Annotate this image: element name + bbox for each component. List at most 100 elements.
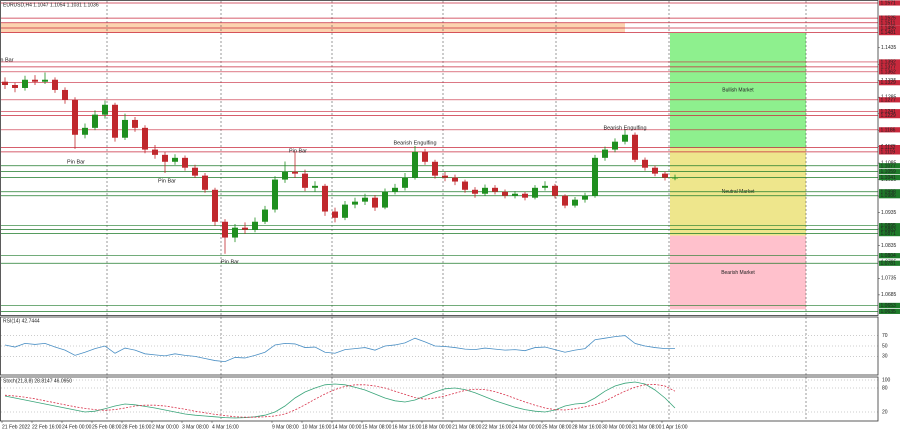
resistance-tag	[879, 59, 900, 65]
candle-body	[262, 209, 268, 222]
support-label: 1.0635	[881, 309, 897, 315]
candle-body	[42, 79, 48, 82]
x-tick-label: 21 Feb 2022	[2, 424, 30, 430]
candle-body	[662, 173, 668, 178]
candle-body	[512, 193, 518, 196]
resistance-tag	[879, 149, 900, 155]
candle-body	[362, 197, 368, 202]
x-tick-label: 28 Mar 16:00	[572, 424, 602, 430]
x-tick-label: 21 Mar 08:00	[452, 424, 482, 430]
support-label: 1.0998	[881, 189, 897, 195]
candle-body	[192, 167, 198, 176]
candle-body	[642, 159, 648, 168]
support-label: 1.1059	[881, 169, 897, 175]
x-tick-label: 25 Mar 08:00	[542, 424, 572, 430]
resistance-label: 1.1132	[881, 145, 896, 151]
support-tag	[879, 253, 900, 259]
resistance-label: 1.1241	[881, 109, 897, 115]
candle-body	[342, 204, 348, 218]
annotation: Bearish Engulfing	[393, 140, 436, 146]
candle-body	[32, 79, 38, 82]
candle-body	[102, 104, 108, 115]
candle-body	[292, 171, 298, 174]
candle-body	[242, 227, 248, 230]
y-tick-label: 1.0685	[881, 292, 897, 298]
candle-body	[232, 227, 238, 238]
candle-body	[612, 141, 618, 150]
resistance-label: 1.1392	[881, 59, 897, 65]
candle-body	[52, 79, 58, 90]
annotation: Pin Bar	[221, 259, 239, 265]
y-tick-label: 100	[882, 377, 891, 383]
candle-body	[532, 187, 538, 198]
resistance-tag	[879, 0, 900, 6]
candle-body	[122, 119, 128, 138]
zone-label: Bullish Market	[722, 87, 754, 93]
indicator-line	[4, 381, 676, 419]
candle-body	[62, 89, 68, 100]
candle-body	[562, 195, 568, 206]
candle-body	[382, 191, 388, 208]
support-label: 1.0781	[881, 261, 897, 267]
x-tick-label: 24 Feb 00:00	[62, 424, 92, 430]
resistance-tag	[879, 145, 900, 151]
annotation: Bearish Engulfing	[603, 125, 646, 131]
candle-body	[12, 85, 18, 88]
resistance-label: 1.1377	[881, 64, 897, 70]
x-tick-label: 18 Mar 00:00	[422, 424, 452, 430]
candle-body	[432, 161, 438, 176]
x-tick-label: 30 Mar 00:00	[602, 424, 632, 430]
candle-body	[472, 189, 478, 194]
support-tag	[879, 193, 900, 199]
support-tag	[879, 223, 900, 229]
candle-body	[572, 199, 578, 206]
candle-body	[482, 187, 488, 194]
candle-body	[112, 104, 118, 138]
stoch-frame	[0, 376, 879, 422]
candle-body	[442, 175, 448, 178]
resistance-tag	[879, 15, 900, 21]
candle-body	[332, 211, 338, 218]
candle-body	[542, 185, 548, 188]
resistance-label: 1.1329	[881, 80, 897, 86]
x-tick-label: 14 Mar 00:00	[332, 424, 362, 430]
resistance-tag	[879, 80, 900, 86]
support-label: 1.0883	[881, 227, 897, 233]
y-tick-label: 80	[882, 385, 888, 391]
x-tick-label: 15 Mar 08:00	[362, 424, 392, 430]
support-label: 1.1077	[881, 163, 897, 169]
candle-body	[392, 187, 398, 192]
annotation: n Bar	[0, 57, 13, 63]
candle-body	[592, 157, 598, 196]
x-tick-label: 25 Feb 08:00	[92, 424, 122, 430]
annotation: Pin Bar	[289, 148, 307, 154]
resistance-label: 1.1495	[881, 26, 897, 32]
x-tick-label: 2 Mar 00:00	[152, 424, 179, 430]
candle-body	[622, 134, 628, 142]
candle-body	[452, 177, 458, 182]
x-tick-label: 28 Feb 16:00	[122, 424, 152, 430]
support-label: 1.1041	[881, 175, 897, 181]
candle-body	[152, 149, 158, 155]
support-tag	[879, 302, 900, 309]
resistance-label: 1.1571	[881, 0, 897, 6]
candle-body	[412, 151, 418, 178]
candle-body	[92, 114, 98, 128]
support-tag	[879, 260, 900, 266]
indicator-line	[4, 335, 675, 363]
resistance-tag	[879, 20, 900, 26]
x-tick-label: 24 Mar 00:00	[512, 424, 542, 430]
support-tag	[879, 163, 900, 169]
candle-body	[222, 221, 228, 238]
x-tick-label: 31 Mar 08:00	[632, 424, 662, 430]
resistance-tag	[879, 127, 900, 133]
x-tick-label: 22 Mar 16:00	[482, 424, 512, 430]
candle-body	[672, 177, 678, 179]
x-tick-label: 4 Mar 16:00	[212, 424, 239, 430]
candle-body	[2, 81, 8, 86]
stoch-title: Stoch(21,8,8) 28.8147 46.0950	[3, 378, 72, 384]
candle-body	[82, 127, 88, 135]
support-label: 1.0653	[881, 303, 897, 309]
support-label: 1.0804	[881, 253, 897, 259]
